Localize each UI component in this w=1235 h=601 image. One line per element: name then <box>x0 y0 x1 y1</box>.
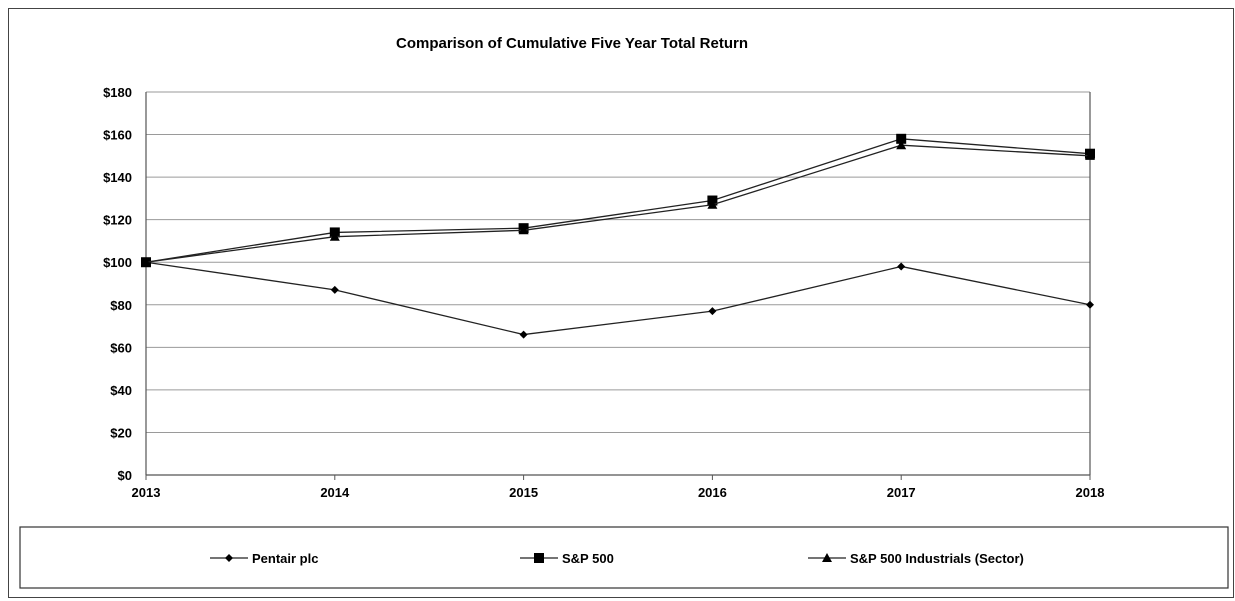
data-point <box>330 285 339 294</box>
x-tick-label: 2014 <box>320 485 350 500</box>
y-tick-label: $80 <box>110 298 132 313</box>
y-tick-label: $60 <box>110 340 132 355</box>
data-point <box>519 330 528 339</box>
axes <box>145 92 1091 480</box>
y-tick-label: $140 <box>103 170 132 185</box>
y-tick-label: $120 <box>103 213 132 228</box>
x-tick-labels: 2013 2014 2015 2016 2017 2018 <box>132 485 1105 500</box>
data-point <box>897 262 906 271</box>
legend-item: S&P 500 <box>520 551 614 566</box>
legend-item: Pentair plc <box>210 551 318 566</box>
legend-label: S&P 500 <box>562 551 614 566</box>
data-point <box>1086 300 1094 309</box>
series-2 <box>141 133 1095 268</box>
legend-marker <box>225 554 233 562</box>
series <box>141 133 1095 339</box>
x-tick-label: 2015 <box>509 485 538 500</box>
y-tick-label: $40 <box>110 383 132 398</box>
data-point <box>707 199 718 209</box>
x-tick-label: 2018 <box>1076 485 1105 500</box>
series-line <box>145 144 1091 263</box>
legend: Pentair plc S&P 500 S&P 500 Industrials (S… <box>210 551 1024 566</box>
x-tick-label: 2013 <box>132 485 161 500</box>
legend-item: S&P 500 Industrials (Sector) <box>808 551 1024 566</box>
series-3 <box>141 140 1095 267</box>
legend-marker <box>822 553 832 562</box>
data-point <box>896 140 907 150</box>
x-tick-label: 2017 <box>887 485 916 500</box>
y-tick-labels: $0 $20 $40 $60 $80 $100 $120 $140 $160 $180 <box>103 85 132 483</box>
data-point <box>1085 150 1095 160</box>
data-point <box>518 225 529 235</box>
y-tick-label: $100 <box>103 255 132 270</box>
series-1 <box>142 258 1094 339</box>
legend-marker <box>534 553 544 563</box>
legend-label: Pentair plc <box>252 551 318 566</box>
x-tick-label: 2016 <box>698 485 727 500</box>
series-line <box>145 138 1091 263</box>
y-tick-label: $0 <box>118 468 132 483</box>
y-tick-label: $160 <box>103 128 132 143</box>
y-tick-label: $20 <box>110 425 132 440</box>
chart-title: Comparison of Cumulative Five Year Total… <box>396 35 748 52</box>
y-tick-label: $180 <box>103 85 132 100</box>
legend-box <box>19 526 1229 589</box>
data-point <box>141 257 151 267</box>
chart-frame <box>8 8 1234 598</box>
data-point <box>329 231 340 241</box>
data-point <box>896 133 907 144</box>
series-line <box>145 261 1091 336</box>
legend-label: S&P 500 Industrials (Sector) <box>850 551 1024 566</box>
data-point <box>708 307 717 316</box>
